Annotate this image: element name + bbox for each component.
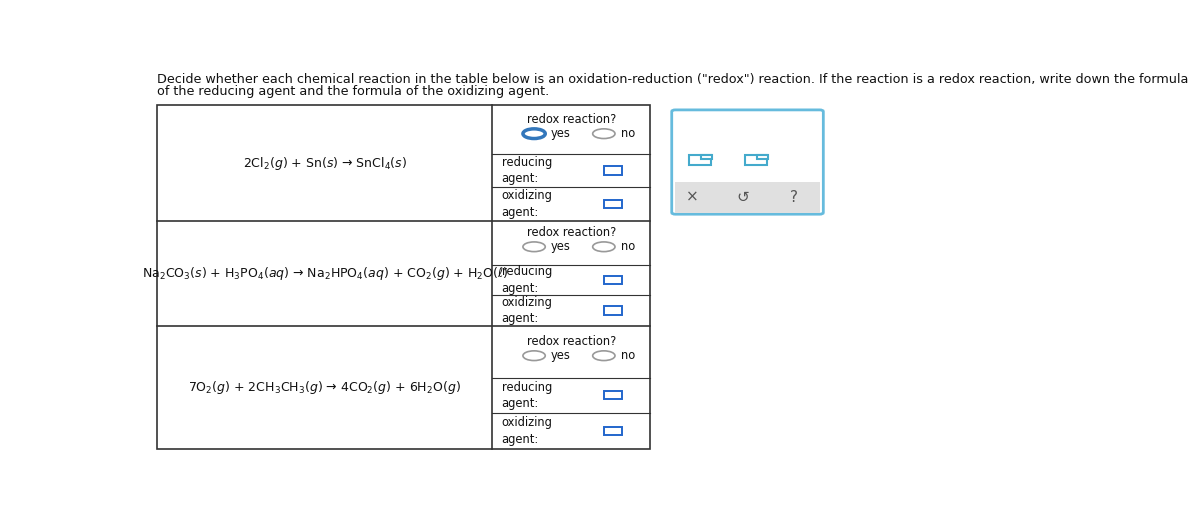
Bar xyxy=(604,391,623,400)
Text: ?: ? xyxy=(790,190,798,205)
FancyBboxPatch shape xyxy=(672,110,823,214)
Bar xyxy=(676,182,820,213)
Text: reducing
agent:: reducing agent: xyxy=(502,156,552,185)
Text: 7O$_2$($g$) + 2CH$_3$CH$_3$($g$) → 4CO$_2$($g$) + 6H$_2$O($g$): 7O$_2$($g$) + 2CH$_3$CH$_3$($g$) → 4CO$_… xyxy=(188,379,461,396)
Text: yes: yes xyxy=(551,349,571,362)
Text: oxidizing
agent:: oxidizing agent: xyxy=(502,189,552,219)
Text: ×: × xyxy=(686,190,700,205)
Text: oxidizing
agent:: oxidizing agent: xyxy=(502,296,552,326)
Bar xyxy=(604,276,623,284)
Text: yes: yes xyxy=(551,127,571,140)
Text: yes: yes xyxy=(551,240,571,253)
Bar xyxy=(604,200,623,208)
Text: redox reaction?: redox reaction? xyxy=(527,113,616,126)
Text: redox reaction?: redox reaction? xyxy=(527,335,616,348)
Bar xyxy=(689,155,710,164)
Text: oxidizing
agent:: oxidizing agent: xyxy=(502,416,552,446)
Bar xyxy=(157,106,650,449)
Bar xyxy=(604,427,623,435)
Text: no: no xyxy=(620,127,635,140)
Text: Na$_2$CO$_3$($s$) + H$_3$PO$_4$($aq$) → Na$_2$HPO$_4$($aq$) + CO$_2$($g$) + H$_2: Na$_2$CO$_3$($s$) + H$_3$PO$_4$($aq$) → … xyxy=(142,265,508,282)
Text: reducing
agent:: reducing agent: xyxy=(502,381,552,410)
Bar xyxy=(604,307,623,314)
Text: reducing
agent:: reducing agent: xyxy=(502,265,552,295)
Text: redox reaction?: redox reaction? xyxy=(527,226,616,239)
Text: Decide whether each chemical reaction in the table below is an oxidation-reducti: Decide whether each chemical reaction in… xyxy=(157,73,1189,86)
Bar xyxy=(701,155,712,160)
Text: no: no xyxy=(620,240,635,253)
Bar xyxy=(745,155,767,164)
Text: of the reducing agent and the formula of the oxidizing agent.: of the reducing agent and the formula of… xyxy=(157,85,550,98)
Bar xyxy=(757,155,768,160)
Text: 2Cl$_2$($g$) + Sn($s$) → SnCl$_4$($s$): 2Cl$_2$($g$) + Sn($s$) → SnCl$_4$($s$) xyxy=(242,154,407,172)
Text: ↺: ↺ xyxy=(737,190,750,205)
Text: no: no xyxy=(620,349,635,362)
Bar xyxy=(604,166,623,175)
